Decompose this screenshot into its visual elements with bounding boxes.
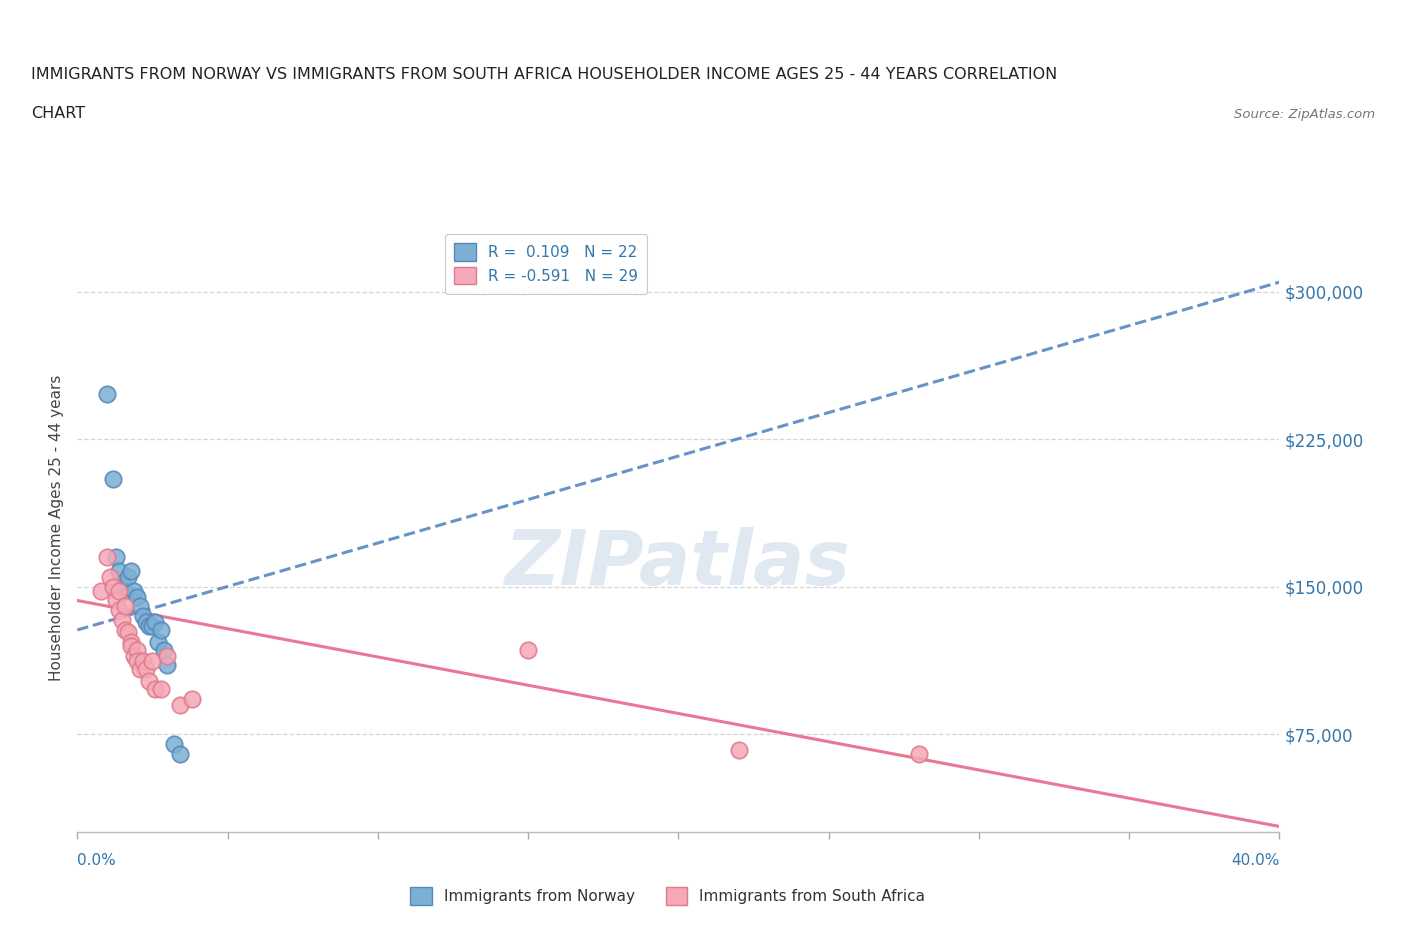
Point (150, 622, 173, 637)
Point (141, 618, 163, 633)
Point (153, 643, 176, 658)
Point (727, 742, 749, 757)
Text: ZIPatlas: ZIPatlas (505, 527, 852, 602)
Point (169, 698, 191, 712)
Point (162, 737, 184, 751)
Point (141, 654, 163, 669)
Point (129, 662, 152, 677)
Point (120, 564, 142, 578)
Point (103, 579, 125, 594)
Point (117, 624, 139, 639)
Text: 40.0%: 40.0% (1232, 853, 1279, 868)
Point (138, 673, 160, 688)
Point (169, 746, 191, 761)
Point (96, 387, 118, 402)
Point (138, 618, 160, 633)
Y-axis label: Householder Income Ages 25 - 44 years: Householder Income Ages 25 - 44 years (49, 375, 65, 681)
Point (132, 654, 155, 669)
Point (114, 599, 136, 614)
Point (145, 615, 167, 630)
Text: Source: ZipAtlas.com: Source: ZipAtlas.com (1234, 108, 1375, 121)
Point (111, 613, 134, 628)
Point (105, 593, 128, 608)
Point (117, 569, 139, 584)
Point (108, 564, 131, 578)
Point (150, 682, 173, 697)
Point (124, 648, 146, 663)
Point (180, 691, 202, 706)
Point (90, 583, 112, 598)
Point (132, 609, 155, 624)
Text: CHART: CHART (31, 106, 84, 121)
Point (129, 599, 152, 614)
Point (908, 746, 931, 761)
Point (127, 643, 149, 658)
Point (105, 550, 128, 565)
Point (100, 569, 122, 584)
Point (120, 638, 142, 653)
Point (108, 603, 131, 618)
Text: 0.0%: 0.0% (77, 853, 117, 868)
Point (114, 622, 136, 637)
Point (127, 589, 149, 604)
Point (517, 643, 540, 658)
Point (111, 576, 134, 591)
Point (96, 550, 118, 565)
Point (135, 615, 157, 630)
Point (103, 472, 125, 486)
Point (114, 583, 136, 598)
Legend: R =  0.109   N = 22, R = -0.591   N = 29: R = 0.109 N = 22, R = -0.591 N = 29 (446, 233, 647, 294)
Text: IMMIGRANTS FROM NORWAY VS IMMIGRANTS FROM SOUTH AFRICA HOUSEHOLDER INCOME AGES 2: IMMIGRANTS FROM NORWAY VS IMMIGRANTS FRO… (31, 67, 1057, 82)
Point (124, 583, 146, 598)
Point (156, 648, 179, 663)
Point (148, 634, 170, 649)
Point (127, 654, 149, 669)
Point (145, 682, 167, 697)
Point (135, 662, 157, 677)
Point (108, 583, 131, 598)
Point (120, 634, 142, 649)
Point (156, 658, 179, 672)
Legend: Immigrants from Norway, Immigrants from South Africa: Immigrants from Norway, Immigrants from … (405, 882, 931, 911)
